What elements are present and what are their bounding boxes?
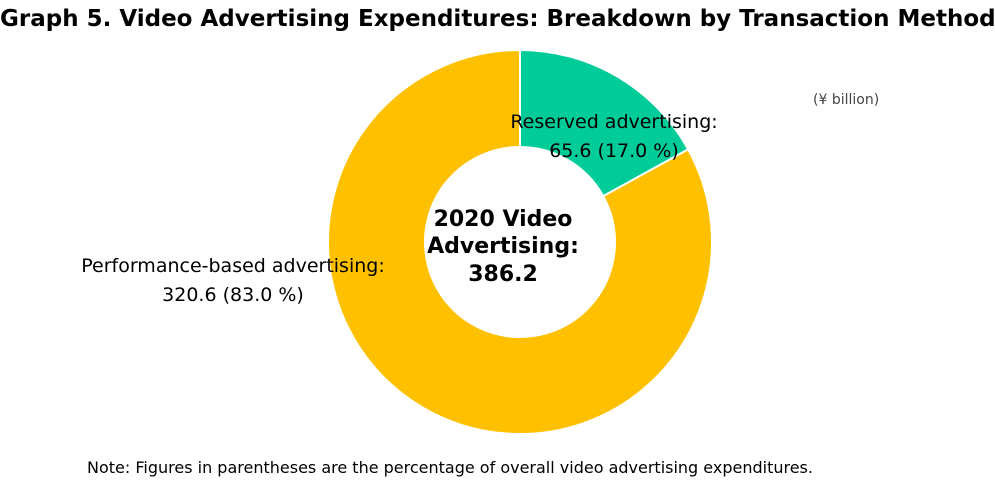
slice-performance-based-advertising <box>327 48 713 435</box>
slice-name-label: Reserved advertising: <box>510 111 717 133</box>
slice-value-label: 65.6 (17.0 %) <box>549 140 679 162</box>
slice-name-label: Performance-based advertising: <box>81 255 385 277</box>
center-label-line-2: Advertising: <box>427 234 579 259</box>
center-label-line-1: 2020 Video <box>434 207 573 232</box>
footnote: Note: Figures in parentheses are the per… <box>87 458 813 477</box>
slice-reserved-advertising <box>519 48 690 198</box>
unit-note: (¥ billion) <box>813 92 880 108</box>
center-total-value: 386.2 <box>468 262 538 287</box>
slice-value-label: 320.6 (83.0 %) <box>162 284 304 306</box>
chart-title: Graph 5. Video Advertising Expenditures:… <box>0 6 995 32</box>
